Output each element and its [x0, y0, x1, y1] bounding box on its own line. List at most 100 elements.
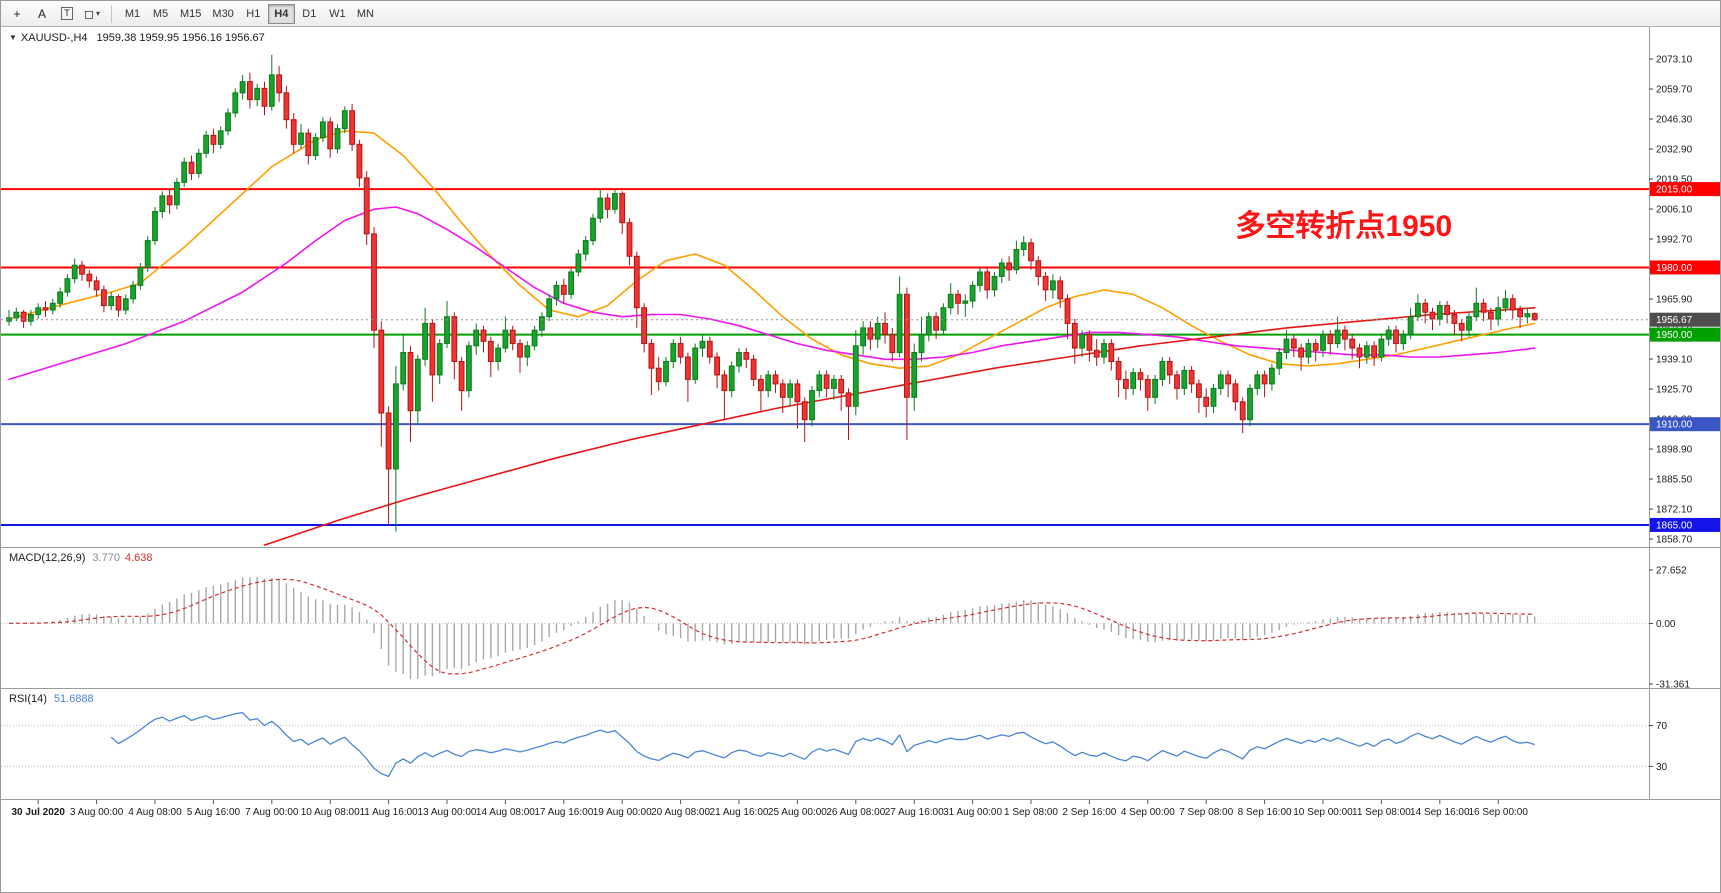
price-badge [1650, 417, 1720, 432]
macd-signal-line [8, 578, 1535, 675]
timeframe-button-m1[interactable]: M1 [119, 4, 146, 24]
price-badge-label: 1950.00 [1656, 330, 1693, 341]
tool-crosshair-button[interactable]: + [5, 4, 29, 24]
time-label: 21 Aug 16:00 [710, 807, 769, 818]
dropdown-caret-icon: ▾ [95, 9, 100, 18]
macd-histogram [15, 577, 1536, 680]
time-label: 2 Sep 16:00 [1062, 807, 1116, 818]
rsi-name: RSI(14) [9, 693, 47, 705]
time-label: 25 Aug 00:00 [768, 807, 827, 818]
time-label: 13 Aug 00:00 [418, 807, 477, 818]
price-tick-label: 2059.70 [1656, 85, 1693, 96]
macd-value-main: 3.770 [92, 552, 120, 564]
macd-name: MACD(12,26,9) [9, 552, 86, 564]
price-badge [1650, 312, 1720, 327]
time-label: 5 Aug 16:00 [187, 807, 241, 818]
time-label: 11 Sep 08:00 [1352, 807, 1411, 818]
time-label: 27 Aug 16:00 [885, 807, 944, 818]
time-label: 10 Aug 08:00 [301, 807, 360, 818]
time-label: 8 Sep 16:00 [1238, 807, 1292, 818]
timeframe-button-h1[interactable]: H1 [240, 4, 267, 24]
macd-scale-label: 27.652 [1656, 566, 1687, 577]
label-icon: T [61, 7, 73, 20]
macd-value-signal: 4.638 [124, 552, 153, 564]
time-label: 26 Aug 08:00 [826, 807, 885, 818]
chart-ohlc-readout: 1959.38 1959.95 1956.16 1956.67 [96, 32, 265, 44]
price-tick-label: 2006.10 [1656, 205, 1693, 216]
crosshair-icon: + [13, 6, 21, 21]
text-icon: A [37, 6, 46, 21]
rsi-level-label: 30 [1656, 762, 1668, 773]
price-tick-label: 1939.10 [1656, 355, 1693, 366]
time-label: 20 Aug 08:00 [651, 807, 710, 818]
timeframe-button-m5[interactable]: M5 [147, 4, 174, 24]
time-label: 7 Sep 08:00 [1179, 807, 1233, 818]
timeframe-buttons: M1 M5 M15 M30 H1 H4 D1 W1 MN [119, 3, 379, 24]
time-label: 31 Aug 00:00 [943, 807, 1002, 818]
price-tick-label: 2073.10 [1656, 55, 1693, 66]
main-chart[interactable]: 多空转折点1950 2073.10 2059.70 2046.30 2032.90 201… [1, 27, 1721, 548]
price-tick-label: 1965.90 [1656, 295, 1693, 306]
tool-shapes-button[interactable]: ◻ ▾ [80, 4, 104, 24]
price-tick-label: 2019.50 [1656, 175, 1693, 186]
price-scale-bg [1649, 27, 1720, 548]
macd-label: MACD(12,26,9) 3.770 4.638 [9, 552, 152, 564]
price-badge [1650, 517, 1720, 532]
price-tick-label: 1898.90 [1656, 445, 1693, 456]
macd-scale-bg [1649, 548, 1720, 689]
price-badge-label: 1956.67 [1656, 315, 1693, 326]
tool-text-button[interactable]: A [30, 4, 54, 24]
timeframe-button-w1[interactable]: W1 [324, 4, 351, 24]
rsi-level-label: 70 [1656, 721, 1668, 732]
price-badge-label: 1980.00 [1656, 263, 1693, 274]
time-label: 17 Aug 16:00 [534, 807, 593, 818]
price-badge-label: 1910.00 [1656, 420, 1693, 431]
tool-label-button[interactable]: T [55, 4, 79, 24]
macd-scale-label: -31.361 [1656, 680, 1690, 690]
annotation-text: 多空转折点1950 [1235, 210, 1452, 243]
price-badge-label: 2015.00 [1656, 185, 1693, 196]
rsi-label: RSI(14) 51.6888 [9, 693, 94, 705]
price-badge [1650, 182, 1720, 197]
time-label: 1 Sep 08:00 [1004, 807, 1058, 818]
price-tick-label: 1858.70 [1656, 535, 1693, 546]
price-tick-label: 1925.70 [1656, 385, 1693, 396]
price-tick-label: 1872.10 [1656, 505, 1693, 516]
ma-fast-orange [8, 130, 1536, 370]
time-label: 16 Sep 00:00 [1468, 807, 1528, 818]
chart-symbol: XAUUSD-,H4 [20, 32, 88, 44]
time-axis[interactable]: 30 Jul 2020 3 Aug 00:00 4 Aug 08:00 5 Aug 1… [1, 800, 1721, 893]
price-badge-label: 1865.00 [1656, 520, 1693, 531]
price-tick-label: 1992.70 [1656, 235, 1693, 246]
ma-slow-red [263, 306, 1536, 546]
price-badge [1650, 327, 1720, 342]
timeframe-button-mn[interactable]: MN [352, 4, 379, 24]
time-label: 4 Sep 00:00 [1121, 807, 1175, 818]
toolbar-separator [111, 4, 112, 23]
chart-dropdown-icon[interactable]: ▼ [9, 33, 17, 42]
time-label: 10 Sep 00:00 [1293, 807, 1353, 818]
price-tick-label: 2046.30 [1656, 115, 1693, 126]
timeframe-button-h4[interactable]: H4 [267, 3, 295, 24]
macd-panel[interactable]: 27.652 0.00 -31.361 [1, 548, 1721, 689]
rsi-scale-bg [1649, 689, 1720, 800]
time-label: 14 Aug 08:00 [476, 807, 535, 818]
rsi-line [110, 712, 1535, 778]
candles-group [6, 54, 1538, 532]
price-tick-label: 1885.50 [1656, 475, 1693, 486]
time-label: 11 Aug 16:00 [359, 807, 418, 818]
toolbar-tools: + A T ◻ ▾ [5, 4, 104, 24]
rsi-panel[interactable]: 70 30 [1, 689, 1721, 800]
price-tick-label: 2032.90 [1656, 145, 1693, 156]
time-label: 30 Jul 2020 [12, 807, 66, 818]
chart-title: ▼ XAUUSD-,H4 1959.38 1959.95 1956.16 1956.… [9, 32, 265, 44]
time-label: 3 Aug 00:00 [70, 807, 124, 818]
time-label: 7 Aug 00:00 [245, 807, 299, 818]
time-label: 4 Aug 08:00 [128, 807, 182, 818]
timeframe-button-m30[interactable]: M30 [207, 4, 238, 24]
timeframe-button-d1[interactable]: D1 [296, 4, 323, 24]
time-label: 14 Sep 16:00 [1410, 807, 1470, 818]
shapes-icon: ◻ [84, 6, 94, 21]
timeframe-button-m15[interactable]: M15 [175, 4, 206, 24]
